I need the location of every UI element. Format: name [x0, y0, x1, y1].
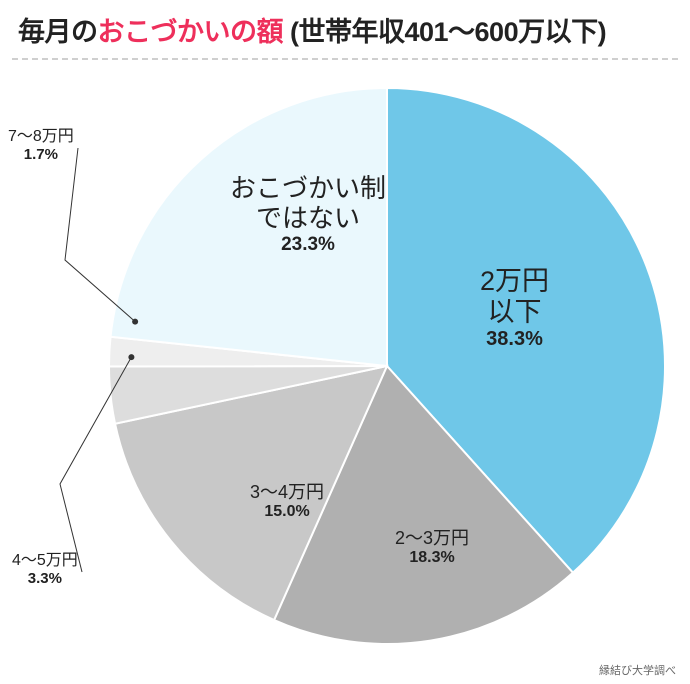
- title-suffix: (世帯年収401〜600万以下): [283, 17, 606, 47]
- callout-dot-s5: [132, 319, 138, 325]
- pie-slice-s6: [111, 88, 387, 366]
- title-accent: おこづかいの額: [98, 17, 284, 47]
- pie-svg: [0, 64, 690, 664]
- callout-dot-s4: [128, 354, 134, 360]
- pie-chart: 2万円以下38.3%2〜3万円18.3%3〜4万円15.0%4〜5万円3.3%7…: [0, 64, 690, 664]
- title-divider: [12, 58, 678, 60]
- chart-credit: 縁結び大学調べ: [599, 662, 676, 678]
- chart-title: 毎月のおこづかいの額 (世帯年収401〜600万以下): [18, 10, 606, 49]
- title-prefix: 毎月の: [18, 17, 98, 47]
